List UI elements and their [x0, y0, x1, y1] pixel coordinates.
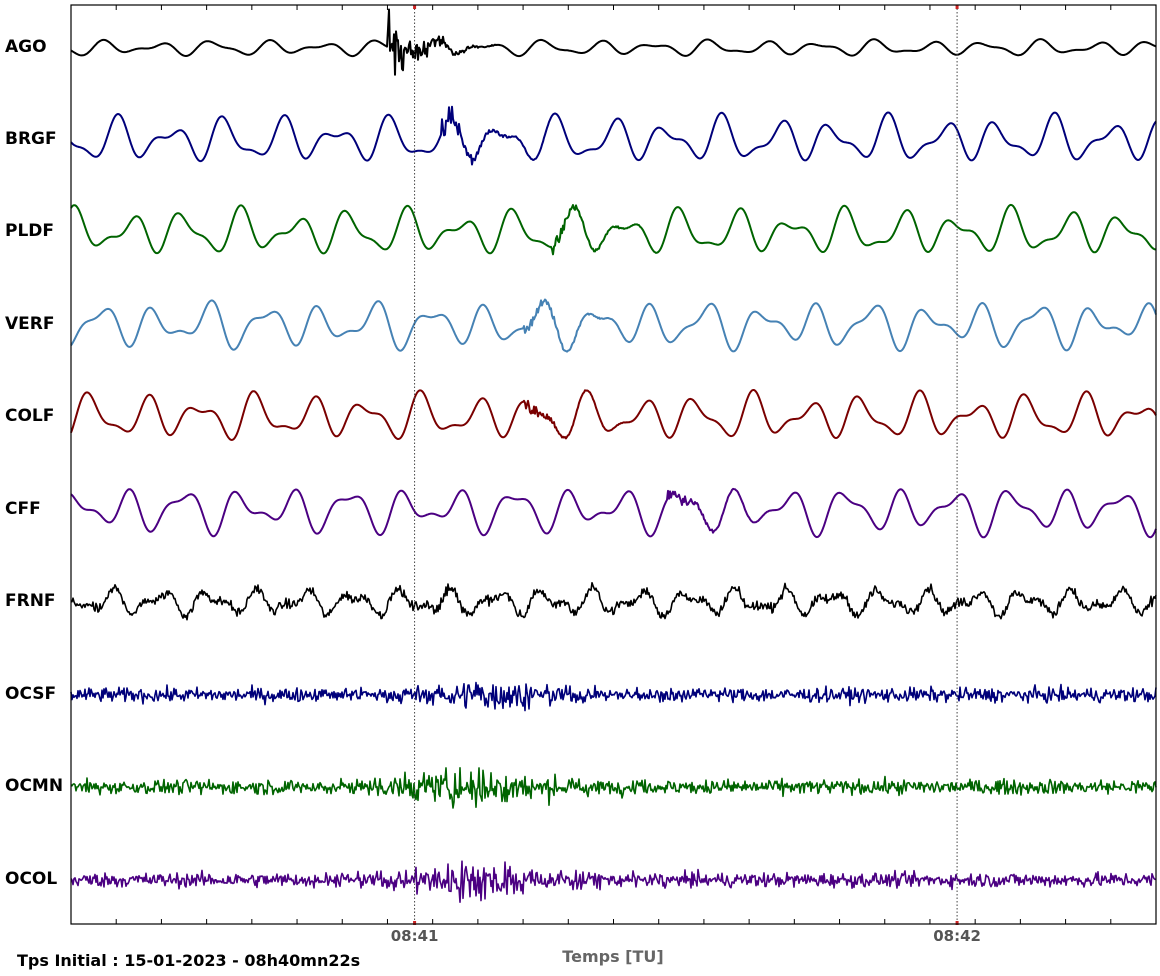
event-marker-1-0	[955, 5, 959, 9]
x-tick-label-0: 08:41	[390, 927, 439, 945]
station-label-pldf: PLDF	[5, 221, 55, 241]
station-label-verf: VERF	[5, 314, 55, 334]
trace-frnf	[70, 581, 1157, 621]
x-axis-label: Temps [TU]	[562, 947, 664, 966]
axis-ticks	[70, 5, 1157, 924]
trace-ocmn	[70, 766, 1157, 809]
start-time-label: Tps Initial : 15-01-2023 - 08h40mn22s	[17, 951, 361, 970]
station-label-ocmn: OCMN	[5, 776, 64, 796]
event-marker-0-1	[413, 921, 417, 925]
station-label-cff: CFF	[5, 499, 41, 519]
trace-colf	[70, 389, 1157, 441]
station-label-frnf: FRNF	[5, 591, 56, 611]
plot-frame	[70, 4, 1157, 925]
trace-pldf	[70, 203, 1157, 256]
trace-ocol	[70, 860, 1157, 904]
trace-cff	[70, 487, 1157, 539]
time-marker-lines	[413, 5, 959, 925]
station-label-ago: AGO	[5, 37, 47, 57]
event-marker-0-0	[413, 5, 417, 9]
event-marker-1-1	[955, 921, 959, 925]
trace-brgf	[70, 105, 1157, 166]
station-label-ocsf: OCSF	[5, 684, 57, 704]
trace-ago	[70, 8, 1157, 76]
trace-verf	[70, 298, 1157, 353]
station-label-colf: COLF	[5, 406, 55, 426]
trace-ocsf	[70, 681, 1157, 712]
x-tick-label-1: 08:42	[933, 927, 981, 945]
station-label-brgf: BRGF	[5, 129, 57, 149]
traces-group	[70, 8, 1157, 904]
station-label-ocol: OCOL	[5, 869, 58, 889]
